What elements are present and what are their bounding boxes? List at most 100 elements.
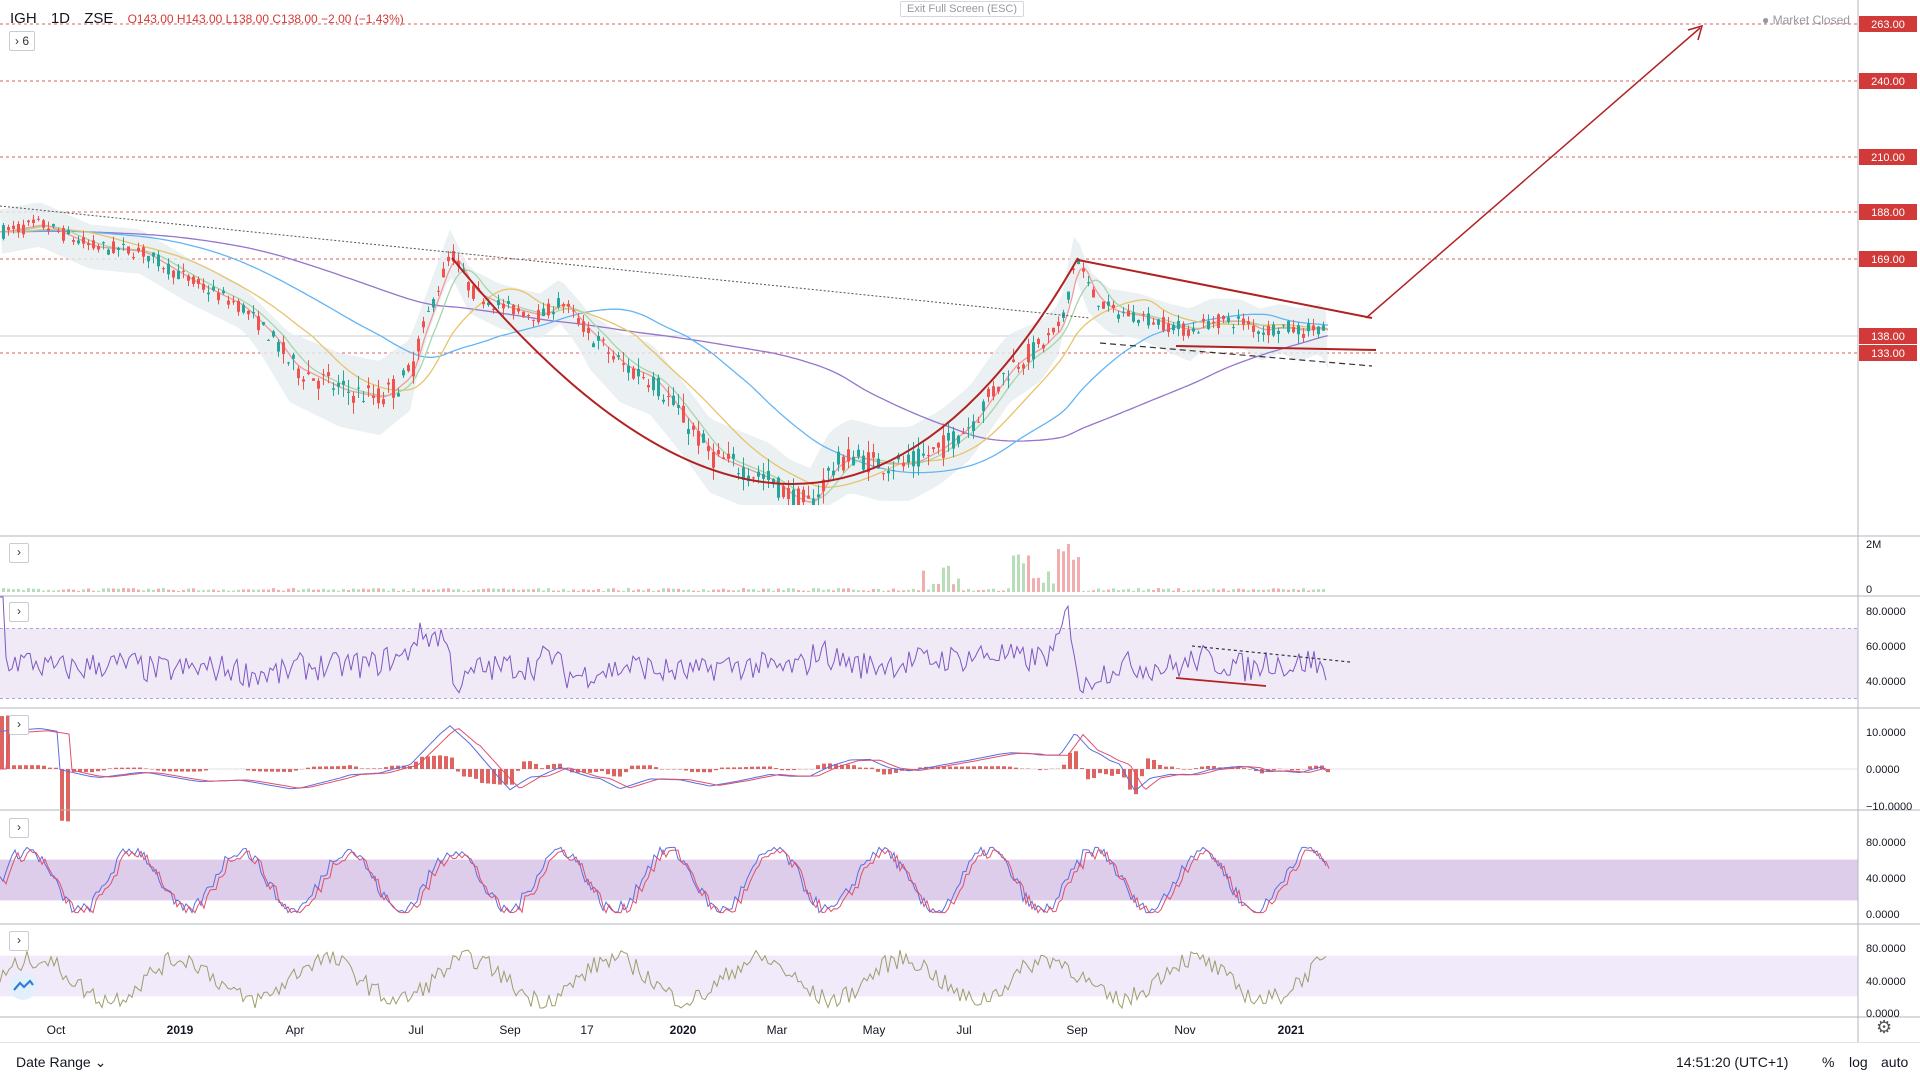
macd-histogram-bar xyxy=(138,768,142,769)
interval[interactable]: 1D xyxy=(51,10,70,27)
volume-bar xyxy=(1312,590,1315,592)
date-range-button[interactable]: Date Range ⌄ xyxy=(16,1054,106,1071)
volume-bar xyxy=(117,589,120,592)
volume-expand-button[interactable]: › xyxy=(9,543,29,563)
macd-histogram-bar xyxy=(1104,769,1108,774)
volume-pane xyxy=(2,544,1325,592)
price-label-text: 240.00 xyxy=(1871,76,1905,88)
candle xyxy=(787,488,790,499)
candle xyxy=(407,365,410,371)
candle xyxy=(797,488,800,505)
candle xyxy=(17,224,20,233)
candle xyxy=(627,366,630,373)
volume-bar xyxy=(777,589,780,592)
macd-histogram-bar xyxy=(594,769,598,772)
volume-bar xyxy=(867,591,870,592)
candle xyxy=(147,256,150,262)
candle xyxy=(1182,323,1185,335)
gear-icon[interactable]: ⚙ xyxy=(1876,1017,1892,1038)
candle xyxy=(107,250,110,255)
candle xyxy=(422,321,425,327)
volume-bar xyxy=(512,589,515,592)
volume-bar xyxy=(352,589,355,592)
candle xyxy=(632,369,635,379)
volume-bar xyxy=(1247,590,1250,592)
macd-histogram-bar xyxy=(144,768,148,769)
volume-bar xyxy=(417,591,420,592)
candle xyxy=(1242,319,1245,325)
macd-histogram-bar xyxy=(480,769,484,783)
candle xyxy=(937,443,940,448)
macd-pane xyxy=(0,716,1858,822)
candle xyxy=(527,315,530,316)
candle xyxy=(757,472,760,477)
volume-bar xyxy=(1177,588,1180,592)
macd-histogram-bar xyxy=(474,769,478,779)
candle xyxy=(217,293,220,301)
volume-bar xyxy=(422,589,425,592)
symbol-name[interactable]: IGH xyxy=(10,10,37,27)
candle xyxy=(682,406,685,423)
candle xyxy=(362,401,365,402)
macd-histogram-bar xyxy=(774,768,778,769)
volume-bar xyxy=(387,591,390,592)
macd-histogram-bar xyxy=(1182,769,1186,770)
chart-canvas[interactable]: 263.00240.00210.00188.00169.00138.00133.… xyxy=(0,0,1920,1042)
macd-histogram-bar xyxy=(1272,769,1276,770)
tradingview-logo-icon[interactable] xyxy=(9,972,37,1000)
percent-scale-button[interactable]: % xyxy=(1822,1054,1834,1070)
time-axis-label: 2021 xyxy=(1278,1023,1305,1037)
time-axis-label: Sep xyxy=(499,1023,521,1037)
candle xyxy=(992,386,995,396)
exit-fullscreen-button[interactable]: Exit Full Screen (ESC) xyxy=(900,1,1024,17)
volume-bar xyxy=(377,588,380,592)
volume-bar xyxy=(542,590,545,592)
volume-bar xyxy=(402,589,405,592)
volume-bar xyxy=(1302,588,1305,592)
candle xyxy=(837,452,840,465)
macd-expand-button[interactable]: › xyxy=(9,715,29,735)
volume-bar xyxy=(832,590,835,592)
volume-bar xyxy=(407,591,410,592)
osc-expand-button[interactable]: › xyxy=(9,931,29,951)
candle xyxy=(1047,333,1050,335)
candle xyxy=(127,246,130,253)
stoch-expand-button[interactable]: › xyxy=(9,818,29,838)
volume-bar xyxy=(572,590,575,592)
volume-bar xyxy=(187,589,190,592)
macd-histogram-bar xyxy=(624,769,628,772)
macd-histogram-bar xyxy=(270,769,274,772)
indicator-collapse-button[interactable]: › 6 xyxy=(9,31,35,51)
auto-scale-button[interactable]: auto xyxy=(1881,1054,1908,1070)
candle xyxy=(902,463,905,467)
candle xyxy=(157,255,160,267)
rsi-expand-button[interactable]: › xyxy=(9,602,29,622)
candle xyxy=(947,433,950,441)
volume-bar xyxy=(287,589,290,592)
candle xyxy=(737,473,740,474)
macd-histogram-bar xyxy=(1188,769,1192,770)
candle xyxy=(1317,326,1320,334)
macd-histogram-bar xyxy=(306,768,310,769)
candle xyxy=(1012,360,1015,362)
clock[interactable]: 14:51:20 (UTC+1) xyxy=(1676,1054,1788,1070)
log-scale-button[interactable]: log xyxy=(1849,1054,1868,1070)
candle xyxy=(1172,325,1175,330)
stoch-band xyxy=(0,860,1858,901)
macd-histogram-bar xyxy=(1002,766,1006,769)
volume-bar xyxy=(1082,591,1085,592)
candle xyxy=(177,271,180,279)
macd-histogram-bar xyxy=(1206,766,1210,769)
chevron-right-icon: › xyxy=(17,820,21,834)
macd-histogram-bar xyxy=(198,769,202,771)
candle xyxy=(532,320,535,321)
candle xyxy=(1302,334,1305,338)
volume-bar xyxy=(762,589,765,592)
volume-bar xyxy=(817,588,820,592)
volume-bar xyxy=(1237,589,1240,592)
price-pane[interactable] xyxy=(0,24,1858,505)
volume-bar xyxy=(1202,590,1205,592)
volume-bar xyxy=(612,588,615,592)
macd-histogram-bar xyxy=(1110,769,1114,776)
volume-bar xyxy=(217,591,220,592)
